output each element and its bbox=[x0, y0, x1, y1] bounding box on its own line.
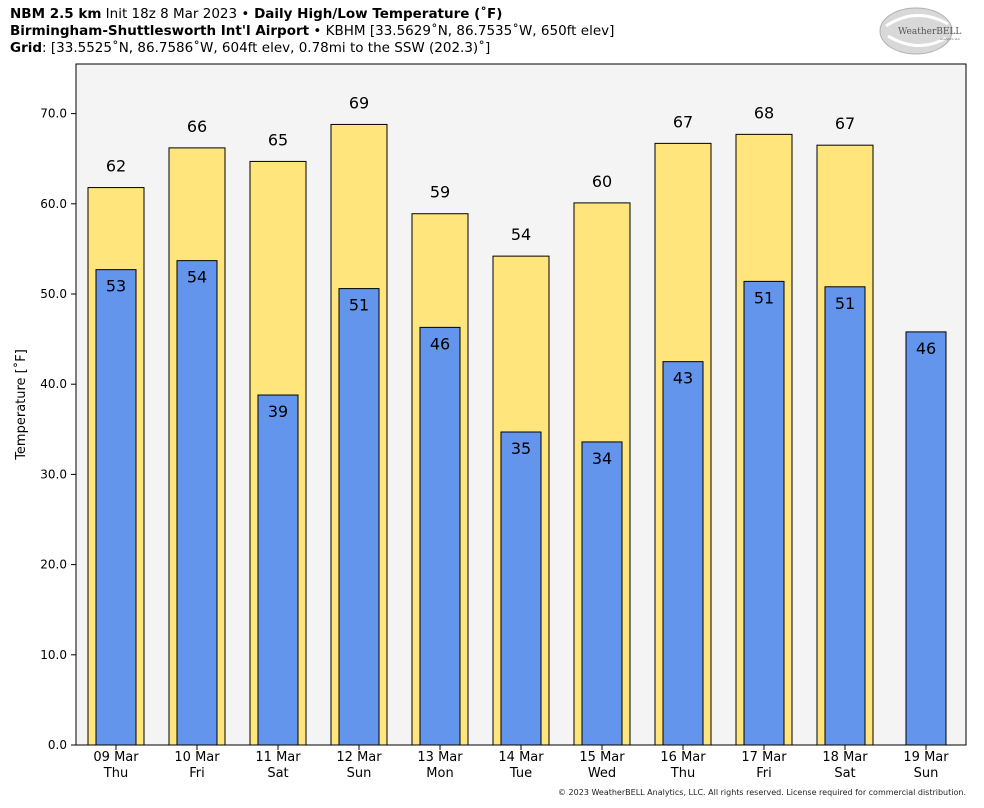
logo-text: WeatherBELL bbox=[898, 27, 961, 37]
y-tick-label: 0.0 bbox=[48, 738, 67, 752]
low-temp-bar bbox=[662, 361, 704, 746]
header-line-2: Birmingham-Shuttlesworth Int'l Airport •… bbox=[10, 23, 614, 40]
high-temp-label: 66 bbox=[187, 117, 207, 136]
low-temp-label: 51 bbox=[349, 296, 369, 315]
x-tick-label-day: Sun bbox=[347, 766, 372, 781]
low-temp-label: 39 bbox=[268, 402, 288, 421]
x-tick-label-date: 18 Mar bbox=[822, 750, 868, 765]
low-temp-label: 46 bbox=[916, 339, 936, 358]
station-info: • KBHM [33.5629˚N, 86.7535˚W, 650ft elev… bbox=[309, 23, 615, 39]
x-tick-label-date: 13 Mar bbox=[417, 750, 463, 765]
x-tick-label-date: 14 Mar bbox=[498, 750, 544, 765]
x-tick-label-day: Fri bbox=[189, 766, 205, 781]
x-tick-label-date: 16 Mar bbox=[660, 750, 706, 765]
high-temp-label: 67 bbox=[835, 114, 855, 133]
high-temp-label: 60 bbox=[592, 172, 612, 191]
y-tick-label: 20.0 bbox=[40, 558, 67, 572]
high-temp-label: 67 bbox=[673, 112, 693, 131]
low-temp-label: 34 bbox=[592, 449, 612, 468]
high-temp-label: 59 bbox=[430, 183, 450, 202]
x-tick-label-day: Sat bbox=[267, 766, 288, 781]
low-temp-bar bbox=[500, 431, 542, 746]
high-temp-label: 62 bbox=[106, 157, 126, 176]
y-axis: 0.0 10.0 20.0 30.0 40.0 50.0 60.0 70.0 bbox=[40, 107, 76, 752]
low-temp-bar bbox=[824, 286, 866, 746]
x-tick-label-date: 19 Mar bbox=[903, 750, 949, 765]
logo-subtext: Analytics LLC bbox=[940, 37, 960, 41]
low-temp-label: 51 bbox=[835, 294, 855, 313]
low-temp-bar bbox=[905, 331, 947, 746]
high-temp-label: 54 bbox=[511, 225, 531, 244]
header-line-3: Grid: [33.5525˚N, 86.7586˚W, 604ft elev,… bbox=[10, 40, 614, 57]
init-time: Init 18z 8 Mar 2023 bbox=[101, 6, 242, 22]
y-tick-label: 10.0 bbox=[40, 648, 67, 662]
grid-info: : [33.5525˚N, 86.7586˚W, 604ft elev, 0.7… bbox=[42, 40, 491, 56]
x-tick-label-day: Thu bbox=[670, 766, 695, 781]
y-axis-title: Temperature [˚F] bbox=[13, 349, 29, 461]
high-temp-label: 65 bbox=[268, 130, 288, 149]
low-temp-label: 46 bbox=[430, 334, 450, 353]
header-line-1: NBM 2.5 km Init 18z 8 Mar 2023 • Daily H… bbox=[10, 6, 614, 23]
model-name: NBM 2.5 km bbox=[10, 6, 102, 22]
y-tick-label: 70.0 bbox=[40, 107, 67, 121]
x-tick-label-day: Mon bbox=[426, 766, 453, 781]
x-tick-label-date: 17 Mar bbox=[741, 750, 787, 765]
low-temp-bar bbox=[95, 269, 137, 746]
x-tick-label-day: Fri bbox=[756, 766, 772, 781]
x-tick-label-date: 15 Mar bbox=[579, 750, 625, 765]
low-temp-label: 51 bbox=[754, 288, 774, 307]
low-temp-label: 53 bbox=[106, 277, 126, 296]
y-tick-label: 30.0 bbox=[40, 467, 67, 481]
bars-group: 62 53 66 54 65 39 69 51 59 46 54 35 60 34 67 43 68 51 67 51… bbox=[87, 93, 947, 746]
low-temp-bar bbox=[338, 288, 380, 746]
x-tick-label-day: Sat bbox=[834, 766, 855, 781]
station-name: Birmingham-Shuttlesworth Int'l Airport bbox=[10, 23, 310, 39]
grid-label: Grid bbox=[10, 40, 43, 56]
x-tick-label-date: 11 Mar bbox=[255, 750, 301, 765]
low-temp-label: 43 bbox=[673, 369, 693, 388]
low-temp-bar bbox=[581, 441, 623, 746]
chart-header: NBM 2.5 km Init 18z 8 Mar 2023 • Daily H… bbox=[10, 6, 614, 57]
y-tick-label: 40.0 bbox=[40, 377, 67, 391]
weatherbell-logo: WeatherBELL Analytics LLC bbox=[879, 7, 961, 55]
low-temp-bar bbox=[419, 326, 461, 746]
x-tick-label-day: Thu bbox=[103, 766, 128, 781]
separator: • bbox=[241, 6, 250, 22]
low-temp-bar bbox=[743, 280, 785, 746]
y-tick-label: 60.0 bbox=[40, 197, 67, 211]
y-tick-label: 50.0 bbox=[40, 287, 67, 301]
plot-frame bbox=[75, 63, 967, 746]
low-temp-label: 54 bbox=[187, 268, 207, 287]
low-temp-bar bbox=[176, 260, 218, 746]
chart-title: Daily High/Low Temperature (˚F) bbox=[249, 6, 503, 22]
x-tick-label-date: 09 Mar bbox=[93, 750, 139, 765]
x-tick-label-date: 10 Mar bbox=[174, 750, 220, 765]
low-temp-bar bbox=[257, 394, 299, 746]
low-temp-label: 35 bbox=[511, 439, 531, 458]
copyright-notice: © 2023 WeatherBELL Analytics, LLC. All r… bbox=[558, 788, 966, 797]
x-tick-label-day: Wed bbox=[588, 766, 616, 781]
x-tick-label-day: Tue bbox=[509, 766, 532, 781]
high-temp-label: 68 bbox=[754, 103, 774, 122]
x-tick-label-date: 12 Mar bbox=[336, 750, 382, 765]
x-tick-label-day: Sun bbox=[914, 766, 939, 781]
high-temp-label: 69 bbox=[349, 93, 369, 112]
